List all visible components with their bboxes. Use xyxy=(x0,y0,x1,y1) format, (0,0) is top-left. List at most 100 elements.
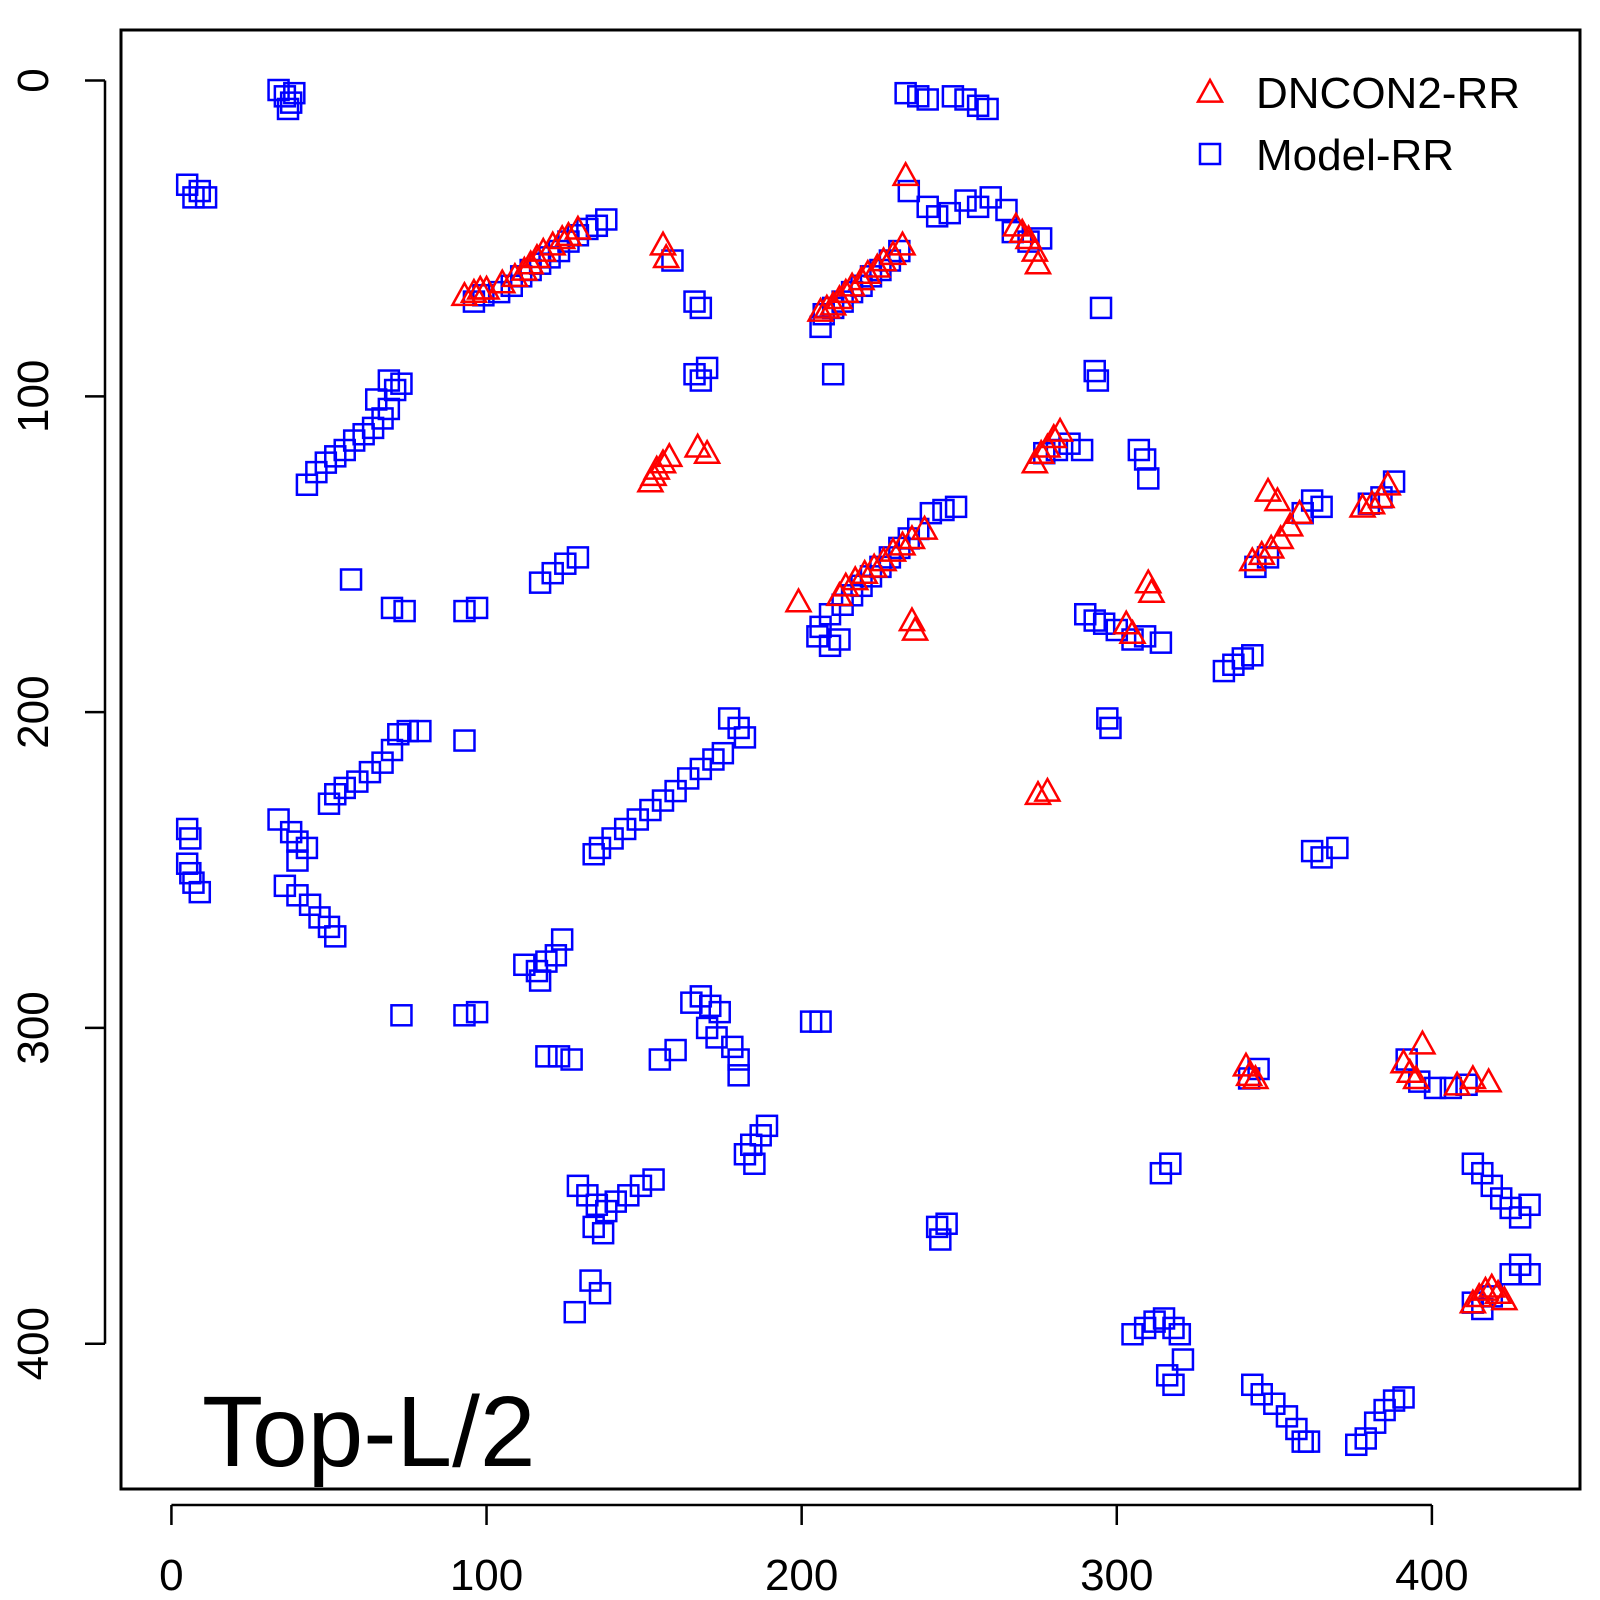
model-rr-point xyxy=(944,495,968,519)
model-rr-point xyxy=(938,201,962,225)
model-rr-point xyxy=(676,767,700,790)
model-rr-point xyxy=(339,568,363,591)
x-tick-label: 400 xyxy=(1395,1551,1468,1600)
dncon2-rr-point xyxy=(1033,776,1062,802)
dncon2-rr-point xyxy=(910,514,939,540)
model-rr-point xyxy=(925,205,949,228)
dncon2-rr-point xyxy=(548,223,577,250)
dncon2-rr-point xyxy=(1023,249,1053,275)
dncon2-rr-point xyxy=(1395,1057,1424,1083)
model-rr-point xyxy=(465,1000,489,1024)
model-rr-point xyxy=(1241,644,1264,667)
panel-annotation: Top-L/2 xyxy=(202,1376,536,1488)
dncon2-rr-point xyxy=(897,605,927,632)
model-rr-point xyxy=(182,186,205,209)
model-rr-point xyxy=(1392,1386,1415,1409)
model-rr-point xyxy=(380,596,404,620)
model-rr-point xyxy=(453,1004,476,1027)
dncon2-rr-point xyxy=(831,571,860,597)
dncon2-rr-point xyxy=(1471,1275,1500,1301)
dncon2-rr-point xyxy=(522,242,552,269)
model-rr-point xyxy=(894,81,917,105)
model-rr-point xyxy=(809,1010,832,1033)
model-rr-point xyxy=(1518,1263,1541,1286)
model-rr-point xyxy=(560,1048,583,1071)
dncon2-rr-point xyxy=(853,258,882,285)
dncon2-rr-point xyxy=(1137,577,1166,603)
dncon2-rr-point xyxy=(1008,217,1037,243)
model-rr-point xyxy=(317,792,341,815)
model-rr-point xyxy=(642,1168,665,1191)
dncon2-rr-point xyxy=(1275,511,1305,537)
dncon2-rr-point xyxy=(1027,438,1056,465)
model-rr-point xyxy=(743,1152,766,1175)
dncon2-rr-point xyxy=(1257,533,1286,559)
dncon2-rr-point xyxy=(683,432,712,458)
dncon2-rr-point xyxy=(554,220,583,247)
model-rr-point xyxy=(513,953,536,977)
dncon2-rr-point xyxy=(812,293,841,319)
model-rr-point xyxy=(1092,612,1116,635)
model-rr-point xyxy=(324,925,347,948)
y-tick-label: 400 xyxy=(9,1307,58,1380)
x-axis: 0 100 200 300 400 xyxy=(159,1503,1469,1600)
model-rr-point xyxy=(1285,1417,1308,1441)
model-rr-point xyxy=(563,1300,587,1324)
model-rr-point xyxy=(396,719,420,743)
model-rr-point xyxy=(588,1281,612,1305)
model-rr-point xyxy=(919,501,943,525)
model-rr-point xyxy=(1297,1430,1321,1453)
model-rr-point xyxy=(554,552,577,575)
model-rr-point xyxy=(1089,296,1113,320)
dncon2-rr-point xyxy=(1367,482,1396,509)
model-rr-point xyxy=(828,628,851,651)
dncon2-rr-point xyxy=(1118,618,1147,645)
model-rr-point xyxy=(954,189,977,212)
model-rr-point xyxy=(1099,716,1122,740)
y-tick-label: 300 xyxy=(9,991,58,1064)
model-rr-point xyxy=(528,969,552,992)
dncon2-rr-point xyxy=(1045,416,1075,442)
dncon2-rr-point xyxy=(488,268,517,294)
dncon2-rr-point xyxy=(652,242,681,269)
model-rr-point xyxy=(453,599,476,623)
dncon2-rr-point xyxy=(869,545,898,572)
dncon2-rr-point xyxy=(897,523,927,550)
dncon2-rr-point xyxy=(900,615,930,641)
model-rr-point xyxy=(591,1221,615,1245)
model-rr-point xyxy=(821,362,845,386)
dncon2-rr-point xyxy=(847,264,876,291)
dncon2-rr-point xyxy=(1235,1060,1264,1087)
model-rr-point xyxy=(1159,1152,1182,1175)
model-rr-point xyxy=(188,880,212,904)
x-tick-label: 100 xyxy=(450,1551,523,1600)
legend: DNCON2-RR Model-RR xyxy=(1195,69,1520,180)
model-rr-point xyxy=(1162,1316,1185,1340)
dncon2-rr-point xyxy=(841,564,870,591)
model-rr-point xyxy=(733,726,757,749)
dncon2-rr-point xyxy=(837,271,867,297)
model-rr-point xyxy=(689,369,713,392)
model-rr-point xyxy=(1162,1373,1185,1397)
dncon2-rr-point xyxy=(878,239,908,266)
model-rr-point xyxy=(954,88,977,111)
model-rr-point xyxy=(582,842,605,866)
model-rr-point xyxy=(976,97,999,121)
model-rr-point xyxy=(550,928,574,951)
model-rr-point xyxy=(283,81,306,105)
model-rr-point xyxy=(1133,625,1157,648)
dncon2-rr-point xyxy=(648,230,678,256)
dncon2-rr-point xyxy=(642,454,671,480)
model-rr-point xyxy=(1291,1430,1314,1453)
y-tick-label: 0 xyxy=(9,68,58,92)
model-rr-point xyxy=(1121,1323,1144,1346)
dncon2-rr-point xyxy=(784,587,813,613)
model-rr-point xyxy=(708,1000,731,1024)
dncon2-rr-point xyxy=(1023,779,1053,806)
dncon2-rr-point xyxy=(860,552,889,578)
model-rr-point xyxy=(188,179,212,203)
legend-model-rr-marker xyxy=(1198,142,1222,166)
dncon2-rr-point xyxy=(1266,523,1295,550)
model-rr-point xyxy=(1070,438,1094,462)
